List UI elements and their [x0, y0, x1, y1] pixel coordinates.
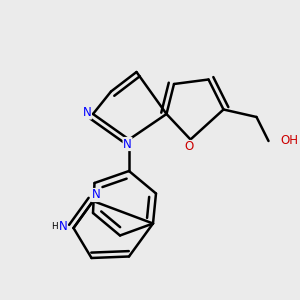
Text: N: N	[92, 188, 100, 202]
Text: N: N	[58, 220, 68, 233]
Text: O: O	[184, 140, 194, 154]
Text: H: H	[51, 222, 57, 231]
Text: OH: OH	[280, 134, 298, 148]
Text: N: N	[82, 106, 91, 119]
Text: N: N	[123, 137, 132, 151]
